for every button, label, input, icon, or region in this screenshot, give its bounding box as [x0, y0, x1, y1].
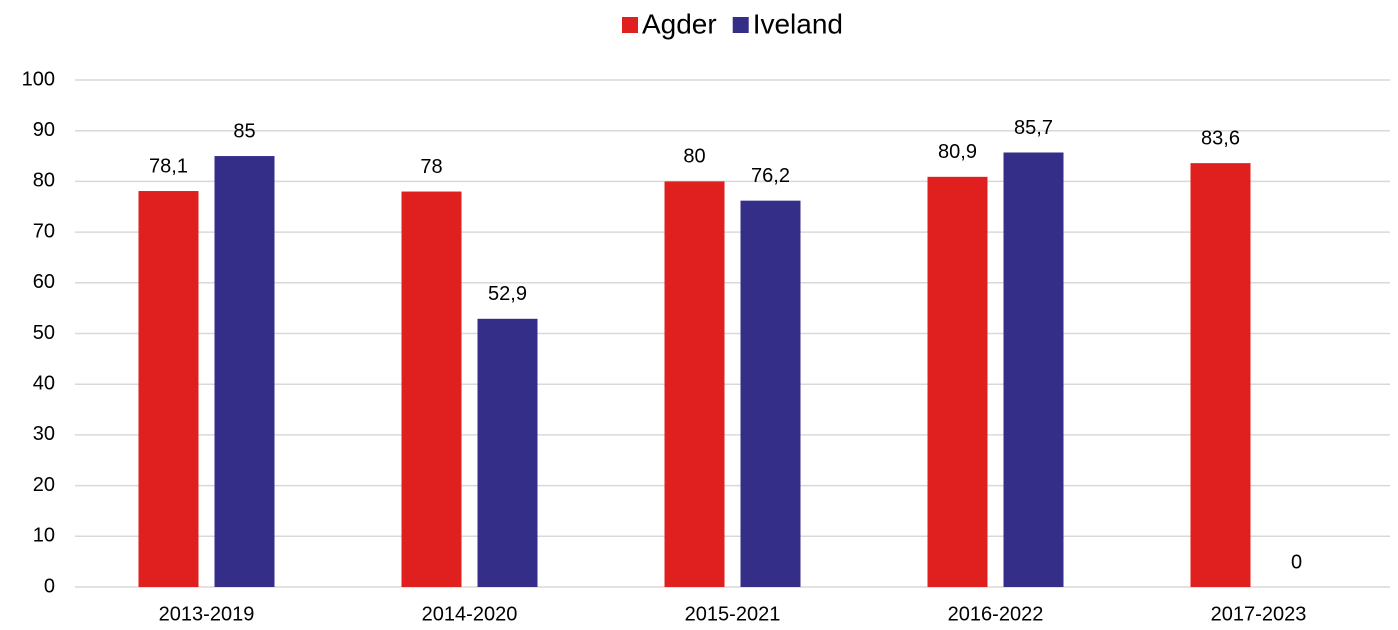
y-tick-label: 50: [33, 322, 55, 344]
legend-swatch: [732, 17, 749, 33]
data-label: 78,1: [149, 155, 188, 177]
y-tick-label: 30: [33, 423, 55, 445]
y-tick-label: 70: [33, 220, 55, 242]
data-label: 80: [683, 146, 705, 168]
data-label: 52,9: [488, 283, 527, 305]
bar: [1190, 163, 1251, 587]
bar: [401, 191, 462, 588]
legend-text: Iveland: [753, 8, 843, 39]
data-label: 85,7: [1014, 117, 1053, 139]
data-label: 85: [233, 120, 255, 142]
bar: [477, 318, 538, 587]
y-tick-label: 60: [33, 271, 55, 293]
y-tick-label: 100: [22, 68, 55, 90]
x-tick-label: 2013-2019: [159, 603, 255, 625]
data-label: 83,6: [1201, 127, 1240, 149]
y-tick-label: 0: [44, 575, 55, 597]
bar: [1003, 152, 1064, 587]
data-label: 80,9: [938, 141, 977, 163]
x-tick-label: 2017-2023: [1211, 603, 1307, 625]
y-tick-label: 20: [33, 474, 55, 496]
bar: [740, 200, 801, 587]
x-tick-label: 2015-2021: [685, 603, 781, 625]
y-tick-label: 10: [33, 525, 55, 547]
bar: [927, 176, 988, 587]
bar: [664, 181, 725, 587]
data-label: 0: [1291, 551, 1302, 573]
bar: [138, 191, 199, 587]
legend-text: Agder: [642, 8, 717, 39]
data-label: 76,2: [751, 165, 790, 187]
y-tick-label: 40: [33, 372, 55, 394]
bar: [214, 156, 275, 588]
data-label: 78: [420, 156, 442, 178]
y-tick-label: 80: [33, 170, 55, 192]
y-tick-label: 90: [33, 119, 55, 141]
legend-swatch: [621, 17, 638, 33]
x-tick-label: 2016-2022: [948, 603, 1044, 625]
x-tick-label: 2014-2020: [422, 603, 518, 625]
